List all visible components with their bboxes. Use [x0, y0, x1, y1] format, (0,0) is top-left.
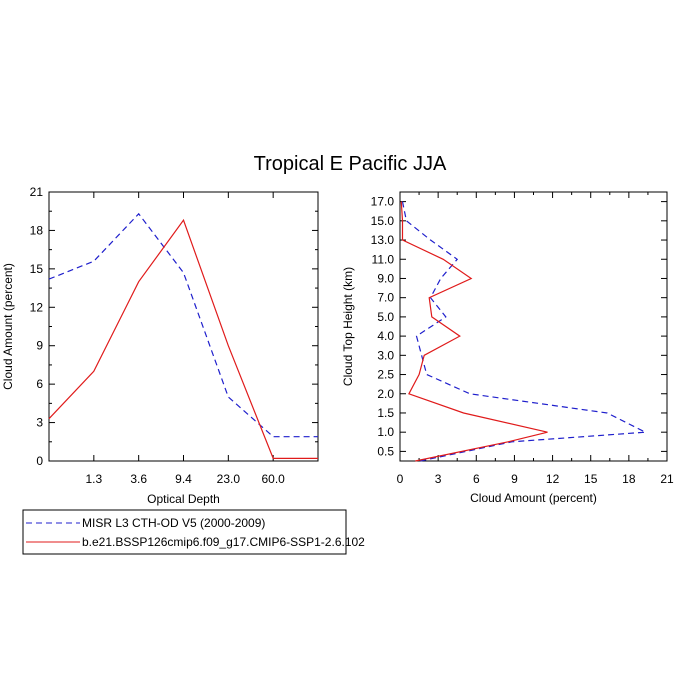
right-series-model-line	[400, 201, 548, 462]
right-plot-frame	[399, 191, 668, 462]
left-xlabel: Optical Depth	[147, 492, 220, 506]
right-ytick-label: 2.5	[377, 368, 394, 382]
right-xtick-label: 0	[397, 472, 404, 486]
right-ytick-label: 17.0	[371, 195, 395, 209]
chart-title: Tropical E Pacific JJA	[254, 153, 447, 175]
left-xtick-label: 60.0	[261, 472, 285, 486]
left-ytick-label: 12	[30, 300, 44, 314]
legend-label-obs: MISR L3 CTH-OD V5 (2000-2009)	[82, 516, 265, 530]
left-ylabel: Cloud Amount (percent)	[1, 263, 15, 390]
right-xtick-label: 15	[584, 472, 598, 486]
left-plot-frame	[48, 191, 319, 462]
right-ytick-label: 13.0	[371, 233, 395, 247]
left-ytick-label: 3	[36, 416, 43, 430]
right-ytick-label: 0.5	[377, 444, 394, 458]
right-ytick-label: 4.0	[377, 329, 394, 343]
right-xtick-label: 6	[473, 472, 480, 486]
left-ytick-label: 18	[30, 223, 44, 237]
right-xtick-label: 12	[546, 472, 560, 486]
left-series-obs-line	[48, 212, 318, 438]
left-xtick-label: 3.6	[130, 472, 147, 486]
right-ytick-label: 1.0	[377, 425, 394, 439]
right-ytick-label: 15.0	[371, 214, 395, 228]
left-ytick-label: 0	[36, 454, 43, 468]
right-xlabel: Cloud Amount (percent)	[470, 491, 597, 505]
left-ytick-label: 9	[36, 339, 43, 353]
right-xtick-label: 21	[660, 472, 674, 486]
right-ytick-label: 5.0	[377, 310, 394, 324]
legend: MISR L3 CTH-OD V5 (2000-2009) b.e21.BSSP…	[22, 509, 365, 555]
left-xtick-label: 23.0	[217, 472, 241, 486]
right-xtick-label: 3	[435, 472, 442, 486]
right-ytick-label: 1.5	[377, 406, 394, 420]
left-panel: 0 3 6 9 12 15 18 21 1.3 3.6 9.4 23.0 60.0 Optical De…	[1, 185, 319, 506]
left-series-group	[48, 212, 318, 459]
left-ytick-label: 21	[30, 185, 44, 199]
right-series-group	[400, 201, 648, 462]
left-series-model-line	[48, 218, 318, 459]
left-xtick-label: 9.4	[175, 472, 192, 486]
legend-box	[22, 509, 347, 555]
right-series-obs-line	[401, 201, 648, 462]
right-xtick-label: 18	[622, 472, 636, 486]
right-panel: 0 3 6 9 12 15 18 21 0.5 1.0 1.5 2.0 2.5 3.0 4.0 5.0 7.0 9…	[341, 191, 674, 505]
left-xtick-label: 1.3	[85, 472, 102, 486]
left-ytick-label: 15	[30, 262, 44, 276]
right-ytick-label: 2.0	[377, 387, 394, 401]
right-ytick-label: 7.0	[377, 291, 394, 305]
right-ytick-label: 9.0	[377, 271, 394, 285]
right-ytick-label: 11.0	[372, 252, 395, 266]
left-ticks: 0 3 6 9 12 15 18 21 1.3 3.6 9.4 23.0 60.0	[30, 185, 319, 486]
right-ytick-label: 3.0	[377, 348, 394, 362]
right-ylabel: Cloud Top Height (km)	[341, 267, 355, 386]
legend-label-model: b.e21.BSSP126cmip6.f09_g17.CMIP6-SSP1-2.…	[82, 535, 365, 549]
right-ticks: 0 3 6 9 12 15 18 21 0.5 1.0 1.5 2.0 2.5 3.0 4.0 5.0 7.0 9…	[371, 192, 674, 486]
left-ytick-label: 6	[36, 377, 43, 391]
right-xtick-label: 9	[511, 472, 518, 486]
